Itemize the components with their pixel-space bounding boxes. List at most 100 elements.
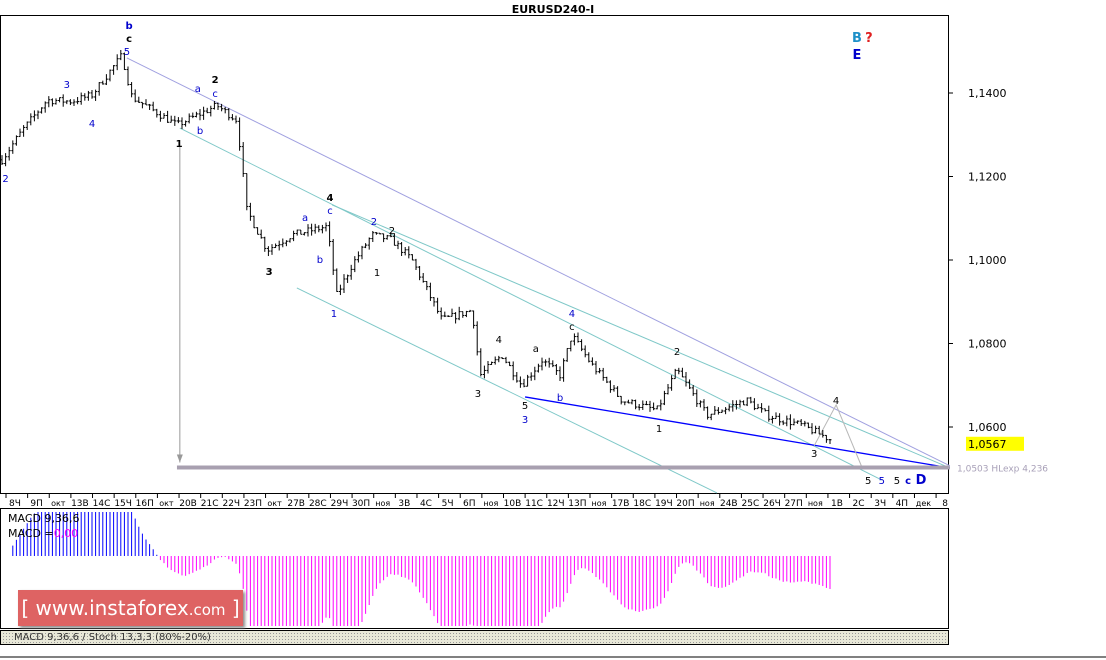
x-tick-label: дек — [916, 499, 931, 508]
x-tick-label: 15Ч — [114, 499, 132, 509]
wave-label: 1 — [176, 139, 183, 150]
wave-label: 3 — [64, 80, 70, 91]
x-tick-label: 13В — [71, 499, 89, 509]
wave-label: 5 — [865, 476, 871, 487]
stoch-panel — [0, 630, 949, 645]
wave-label: 3 — [811, 449, 817, 460]
wave-label: 4 — [496, 335, 502, 346]
wave-label: b — [317, 255, 323, 266]
macd-panel-frame — [0, 508, 949, 629]
x-tick-label: 29Ч — [331, 499, 349, 509]
chart-title: EURUSD240-I — [511, 3, 595, 16]
wave-label: b — [125, 21, 132, 32]
x-tick-label: 19Ч — [655, 499, 673, 509]
wave-label: 5 — [522, 401, 528, 412]
x-tick-label: 27П — [785, 499, 803, 509]
x-tick-label: ноя — [375, 499, 390, 508]
x-tick-label: 16П — [136, 499, 154, 509]
x-tick-label: 26Ч — [763, 499, 781, 509]
y-tick-label: 1,0800 — [968, 338, 1007, 351]
x-tick-label: окт — [267, 499, 282, 508]
x-tick-label: 4П — [896, 499, 909, 509]
wave-label: 1 — [656, 424, 662, 435]
wave-label: 4 — [833, 396, 839, 407]
y-tick-label: 1,1200 — [968, 171, 1007, 184]
wave-label: B — [852, 31, 862, 46]
x-tick-label: 21С — [201, 499, 219, 509]
main-plot-frame — [0, 15, 949, 494]
x-tick-label: 18С — [633, 499, 651, 509]
x-tick-label: 20В — [179, 499, 197, 509]
projection-line — [813, 403, 863, 468]
macd-params-label: MACD 9,36,6 — [8, 512, 80, 525]
wave-label: 3 — [475, 389, 481, 400]
wave-label: 5 — [894, 476, 900, 487]
x-tick-label: 13П — [568, 499, 586, 509]
x-tick-label: 20П — [676, 499, 694, 509]
x-tick-label: 6П — [463, 499, 476, 509]
y-tick-label: 1,1000 — [968, 254, 1007, 267]
x-tick-label: ноя — [592, 499, 607, 508]
tab-macd[interactable]: MACD 9,36,6 — [14, 632, 79, 643]
x-tick-label: 8 — [942, 499, 948, 509]
x-tick-label: 30П — [352, 499, 370, 509]
wave-label: 2 — [389, 226, 395, 237]
x-tick-label: 28С — [309, 499, 327, 509]
target-level-label: 1,0503 HLexp 4,236 — [957, 464, 1048, 474]
outer-line — [126, 57, 951, 467]
x-tick-label: 2С — [853, 499, 865, 509]
wave-label: a — [533, 344, 539, 355]
x-tick-label: 9П — [30, 499, 43, 509]
arrow-head-icon — [176, 454, 183, 463]
x-tick-label: 3В — [398, 499, 410, 509]
channel-line — [331, 204, 951, 469]
tab-stoch[interactable]: Stoch 13,3,3 (80%-20%) — [88, 632, 211, 643]
x-tick-label: ноя — [808, 499, 823, 508]
x-tick-label: 23П — [244, 499, 262, 509]
macd-value: 0,00 — [53, 527, 79, 540]
wave-label: 1 — [374, 268, 380, 279]
wave-label: c — [212, 89, 218, 100]
x-tick-label: 1В — [831, 499, 843, 509]
x-tick-label: 17В — [612, 499, 630, 509]
wave-label: D — [916, 473, 927, 488]
instaforex-watermark: [ www.instaforex.com ] — [18, 590, 243, 626]
x-tick-label: 11С — [525, 499, 543, 509]
x-tick-label: 27В — [287, 499, 305, 509]
indicator-tabs: MACD 9,36,6 / Stoch 13,3,3 (80%-20%) — [14, 632, 211, 643]
x-tick-label: 5Ч — [442, 499, 454, 509]
x-tick-label: 14С — [93, 499, 111, 509]
y-tick-label: 1,0600 — [968, 421, 1007, 434]
x-tick-label: 10В — [504, 499, 522, 509]
macd-value-label: MACD =0,00 — [8, 527, 78, 540]
x-tick-label: ноя — [700, 499, 715, 508]
wave-label: 2 — [371, 217, 377, 228]
wave-label: 2 — [212, 75, 219, 86]
macd-label: MACD = — [8, 527, 54, 540]
y-tick-label: 1,1400 — [968, 87, 1007, 100]
x-tick-label: 4С — [420, 499, 432, 509]
x-tick-label: окт — [159, 499, 174, 508]
x-tick-label: ноя — [483, 499, 498, 508]
current-price-label: 1,0567 — [968, 438, 1007, 451]
wave-label: E — [853, 48, 862, 63]
wave-label: 2 — [674, 347, 680, 358]
wave-label: a — [302, 213, 308, 224]
wave-label: 2 — [2, 174, 8, 185]
wave-label: 5 — [124, 47, 130, 58]
x-tick-label: 22Ч — [222, 499, 240, 509]
x-tick-label: 12Ч — [547, 499, 565, 509]
wave-label: c — [905, 476, 911, 487]
x-tick-label: 8Ч — [9, 499, 21, 509]
wave-label: c — [327, 206, 333, 217]
x-tick-label: 24В — [720, 499, 738, 509]
wave-label: 4 — [569, 309, 575, 320]
channel-line — [179, 127, 883, 481]
wave-label: c — [126, 34, 132, 45]
wave-label: 1 — [331, 309, 337, 320]
wave-label: 4 — [89, 119, 95, 130]
wave-label: 4 — [326, 193, 333, 204]
wave-label: c — [569, 322, 575, 333]
